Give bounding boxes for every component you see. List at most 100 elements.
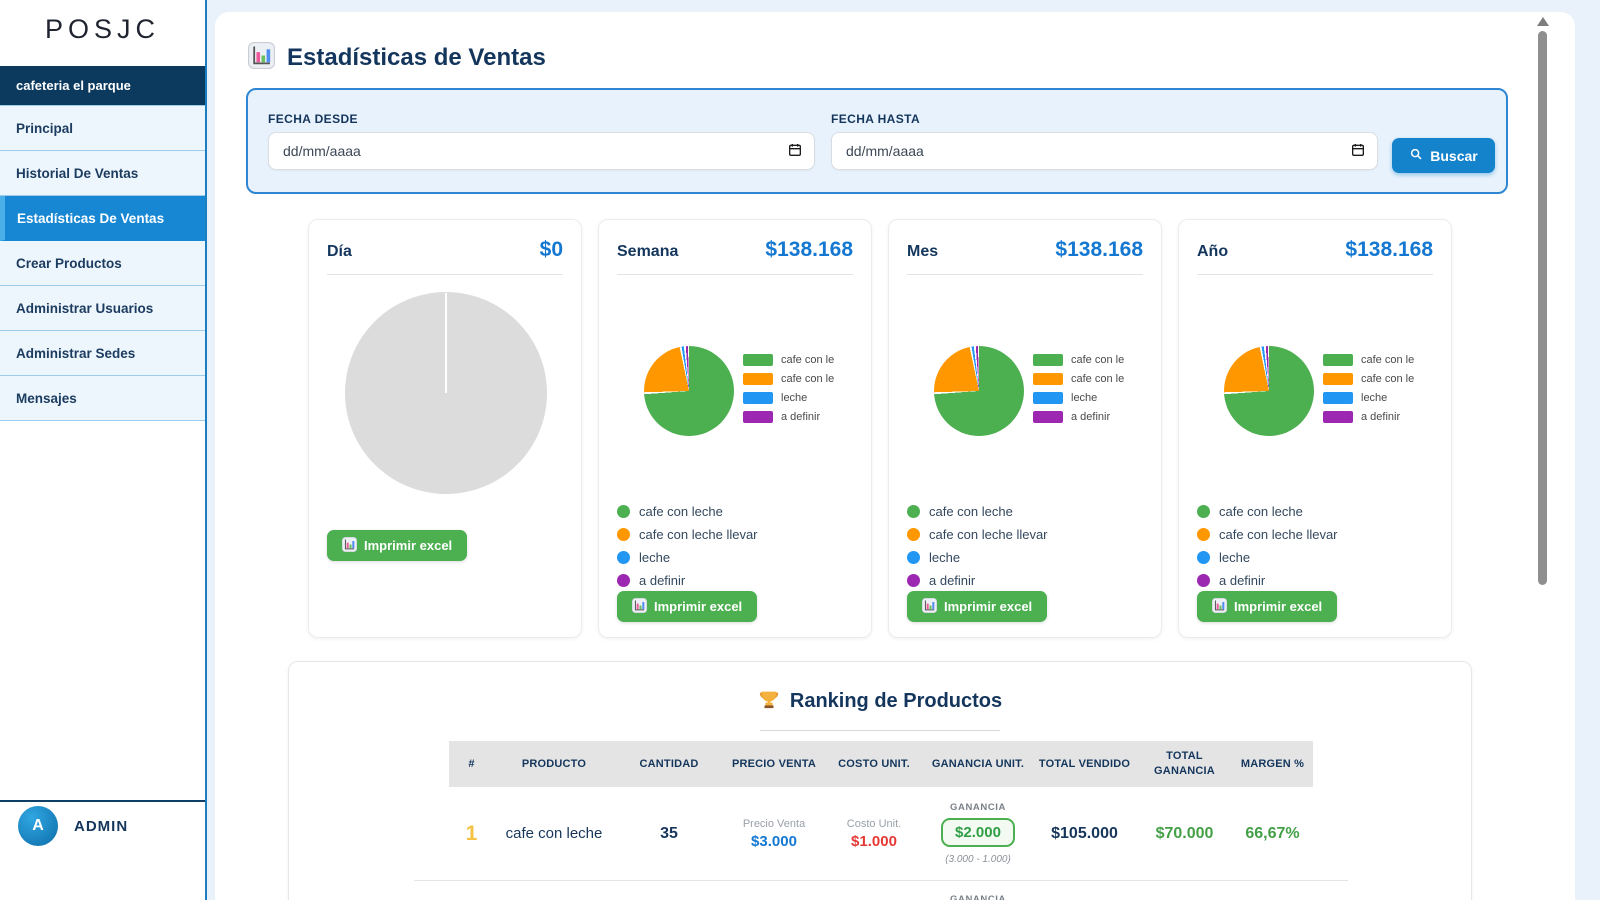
card-value: $138.168 xyxy=(1055,238,1143,262)
scrollbar-thumb[interactable] xyxy=(1538,31,1547,585)
legend-item[interactable]: cafe con le xyxy=(1033,354,1124,366)
legend-item[interactable]: leche xyxy=(1323,392,1414,404)
legend-list-item: leche xyxy=(617,550,758,565)
avatar[interactable]: A xyxy=(18,806,58,846)
ranking-panel: Ranking de Productos # PRODUCTO CANTIDAD… xyxy=(288,661,1472,900)
date-filter-panel: FECHA DESDE FECHA HASTA xyxy=(246,88,1508,194)
total-sold: $105.000 xyxy=(1032,825,1137,843)
sidebar-item-administrar-sedes[interactable]: Administrar Sedes xyxy=(0,331,205,376)
excel-button-label: Imprimir excel xyxy=(944,599,1032,614)
legend-label: cafe con le xyxy=(1071,373,1124,385)
legend-swatch xyxy=(1323,373,1353,385)
fecha-hasta-input[interactable] xyxy=(831,132,1378,170)
legend-item[interactable]: a definir xyxy=(743,411,834,423)
excel-chart-icon xyxy=(342,537,357,555)
legend-item[interactable]: leche xyxy=(743,392,834,404)
buscar-button[interactable]: Buscar xyxy=(1392,138,1495,173)
sidebar-item-administrar-usuarios[interactable]: Administrar Usuarios xyxy=(0,286,205,331)
excel-button-label: Imprimir excel xyxy=(654,599,742,614)
table-header: # PRODUCTO CANTIDAD PRECIO VENTA COSTO U… xyxy=(449,741,1313,787)
legend-list-item: cafe con leche llevar xyxy=(1197,527,1338,542)
col-total-vendido: TOTAL VENDIDO xyxy=(1032,757,1137,772)
legend-item[interactable]: cafe con le xyxy=(1033,373,1124,385)
legend-label: cafe con le xyxy=(781,373,834,385)
card-mes: Mes $138.168 cafe con le cafe con le lec… xyxy=(888,219,1162,638)
legend-item[interactable]: cafe con le xyxy=(1323,354,1414,366)
divider xyxy=(617,274,853,275)
gain-label: GANANCIA xyxy=(950,802,1006,813)
legend-list-item: a definir xyxy=(1197,573,1338,588)
imprimir-excel-button[interactable]: Imprimir excel xyxy=(617,591,757,622)
legend-item[interactable]: cafe con le xyxy=(1323,373,1414,385)
fecha-desde-input[interactable] xyxy=(268,132,815,170)
imprimir-excel-button[interactable]: Imprimir excel xyxy=(1197,591,1337,622)
col-producto: PRODUCTO xyxy=(494,757,614,772)
legend-dot xyxy=(617,551,630,564)
pie-slice-line xyxy=(445,293,447,393)
sidebar-item-historial-de-ventas[interactable]: Historial De Ventas xyxy=(0,151,205,196)
legend-swatch xyxy=(743,411,773,423)
fecha-desde-wrap xyxy=(268,132,815,170)
table-row-partial: GANANCIA xyxy=(449,881,1313,900)
divider xyxy=(760,730,1000,731)
legend-label: cafe con leche llevar xyxy=(929,527,1048,542)
legend-list-item: a definir xyxy=(617,573,758,588)
legend-label: leche xyxy=(639,550,670,565)
chart-legend: cafe con le cafe con le leche a definir xyxy=(743,354,834,430)
col-total-ganancia: TOTAL GANANCIA xyxy=(1137,749,1232,779)
legend-dot xyxy=(617,574,630,587)
chart-legend: cafe con le cafe con le leche a definir xyxy=(1033,354,1124,430)
ranking-table: # PRODUCTO CANTIDAD PRECIO VENTA COSTO U… xyxy=(414,741,1348,900)
sidebar: POSJC cafeteria el parque Principal Hist… xyxy=(0,0,207,900)
excel-button-label: Imprimir excel xyxy=(1234,599,1322,614)
legend-label: a definir xyxy=(1071,411,1110,423)
legend-list-item: leche xyxy=(1197,550,1338,565)
legend-label: a definir xyxy=(1361,411,1400,423)
gain-formula: (3.000 - 1.000) xyxy=(945,854,1011,865)
trophy-icon xyxy=(758,688,780,715)
imprimir-excel-button[interactable]: Imprimir excel xyxy=(907,591,1047,622)
legend-label: a definir xyxy=(781,411,820,423)
legend-swatch xyxy=(1323,354,1353,366)
divider xyxy=(327,274,563,275)
table-row: 1 cafe con leche 35 Precio Venta $3.000 … xyxy=(449,787,1313,880)
price-value: $3.000 xyxy=(751,833,797,850)
legend-label: a definir xyxy=(929,573,975,588)
excel-chart-icon xyxy=(632,598,647,616)
legend-list-item: leche xyxy=(907,550,1048,565)
admin-section[interactable]: A ADMIN xyxy=(18,806,128,846)
legend-label: cafe con leche xyxy=(1219,504,1303,519)
legend-item[interactable]: a definir xyxy=(1323,411,1414,423)
legend-label: cafe con leche llevar xyxy=(639,527,758,542)
legend-item[interactable]: cafe con le xyxy=(743,354,834,366)
legend-item[interactable]: leche xyxy=(1033,392,1124,404)
buscar-label: Buscar xyxy=(1430,148,1477,164)
legend-label: cafe con leche xyxy=(639,504,723,519)
legend-label: cafe con leche llevar xyxy=(1219,527,1338,542)
cost-cell: Costo Unit. $1.000 xyxy=(824,818,924,850)
legend-label: leche xyxy=(1071,392,1097,404)
legend-item[interactable]: a definir xyxy=(1033,411,1124,423)
calendar-icon[interactable] xyxy=(1350,142,1366,163)
app-logo: POSJC xyxy=(0,14,205,45)
sidebar-item-estadisticas-de-ventas[interactable]: Estadísticas De Ventas xyxy=(0,196,205,241)
scrollbar-up-arrow[interactable] xyxy=(1537,17,1549,26)
gain-value: $2.000 xyxy=(941,818,1015,847)
page-header: Estadísticas de Ventas xyxy=(248,42,546,74)
legend-item[interactable]: cafe con le xyxy=(743,373,834,385)
imprimir-excel-button[interactable]: Imprimir excel xyxy=(327,530,467,561)
divider xyxy=(1197,274,1433,275)
col-ganancia-unit: GANANCIA UNIT. xyxy=(924,757,1032,772)
card-dia: Día $0 Imprimir excel xyxy=(308,219,582,638)
legend-dot xyxy=(907,574,920,587)
cost-value: $1.000 xyxy=(851,833,897,850)
sidebar-menu: cafeteria el parque Principal Historial … xyxy=(0,66,205,421)
sidebar-store-name[interactable]: cafeteria el parque xyxy=(0,66,205,106)
legend-list-item: cafe con leche xyxy=(617,504,758,519)
calendar-icon[interactable] xyxy=(787,142,803,163)
legend-swatch xyxy=(1033,373,1063,385)
sidebar-item-mensajes[interactable]: Mensajes xyxy=(0,376,205,421)
sidebar-item-principal[interactable]: Principal xyxy=(0,106,205,151)
sidebar-item-crear-productos[interactable]: Crear Productos xyxy=(0,241,205,286)
card-title: Mes xyxy=(907,243,938,261)
